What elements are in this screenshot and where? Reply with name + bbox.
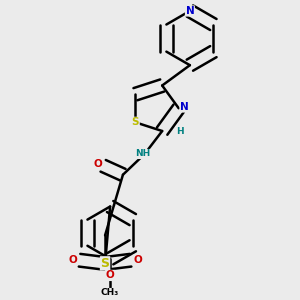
Text: O: O bbox=[133, 255, 142, 265]
Text: O: O bbox=[106, 270, 115, 280]
Text: H: H bbox=[176, 127, 184, 136]
Text: N: N bbox=[185, 6, 194, 16]
Text: O: O bbox=[68, 255, 77, 265]
Text: CH₃: CH₃ bbox=[101, 289, 119, 298]
Text: O: O bbox=[93, 159, 102, 169]
Text: NH: NH bbox=[135, 149, 151, 158]
Text: S: S bbox=[132, 117, 139, 127]
Text: N: N bbox=[180, 102, 189, 112]
Text: S: S bbox=[100, 257, 109, 270]
